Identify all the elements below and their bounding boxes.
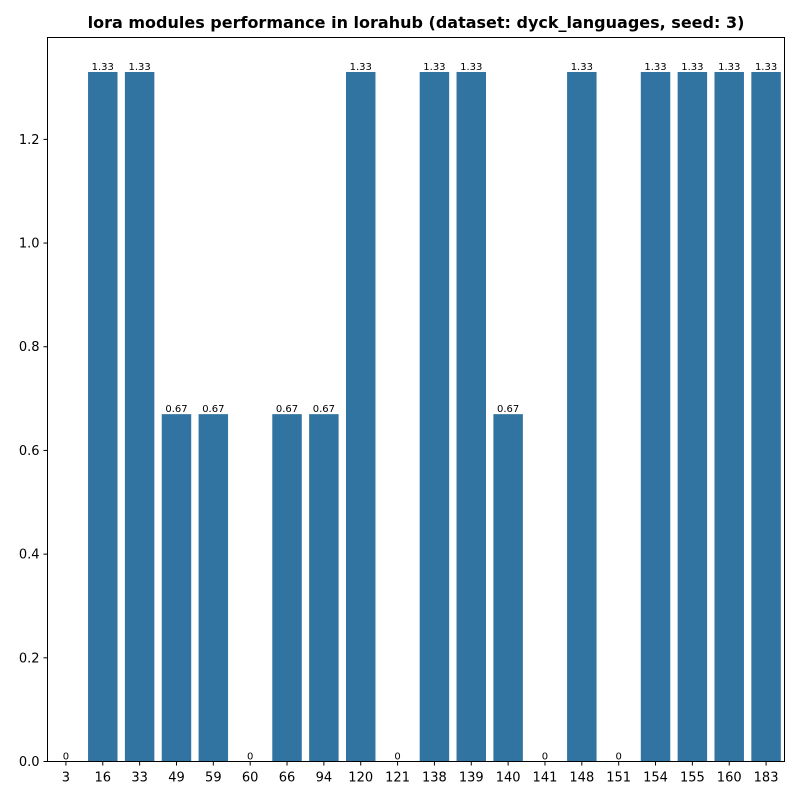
data-label-148: 1.33: [571, 62, 593, 73]
x-tick-label: 94: [316, 771, 333, 786]
y-tick-label: 0.2: [19, 651, 40, 666]
x-tick-label: 3: [62, 771, 70, 786]
y-tick-label: 1.2: [19, 133, 40, 148]
x-tick-label: 49: [168, 771, 185, 786]
bars-layer: [88, 71, 781, 762]
bar-160: [714, 71, 744, 762]
data-label-121: 0: [394, 752, 400, 763]
bar-33: [124, 71, 155, 762]
chart-title: lora modules performance in lorahub (dat…: [88, 13, 745, 32]
data-label-94: 0.67: [313, 404, 335, 415]
x-tick-label: 154: [643, 771, 668, 786]
x-tick-label: 120: [348, 771, 373, 786]
data-label-183: 1.33: [755, 62, 777, 73]
data-label-16: 1.33: [92, 62, 114, 73]
data-label-154: 1.33: [644, 62, 666, 73]
y-axis: 0.0 0.2 0.4 0.6 0.8 1.0 1.2: [19, 133, 48, 770]
bar-154: [640, 71, 671, 762]
bar-148: [567, 71, 597, 762]
data-label-141: 0: [542, 752, 548, 763]
x-tick-label: 60: [242, 771, 259, 786]
x-tick-label: 33: [131, 771, 148, 786]
bar-16: [88, 71, 118, 762]
data-label-139: 1.33: [460, 62, 482, 73]
x-tick-label: 121: [385, 771, 410, 786]
x-tick-label: 16: [95, 771, 112, 786]
y-tick-label: 1.0: [19, 237, 40, 252]
bar-120: [345, 71, 376, 762]
data-label-155: 1.33: [681, 62, 703, 73]
x-tick-label: 140: [496, 771, 521, 786]
data-label-66: 0.67: [276, 404, 298, 415]
bar-94: [309, 414, 339, 762]
x-axis: 3 16 33 49 59 60 66 94 120 121 138 139 140 141 148 151 1…: [62, 761, 779, 786]
y-tick-label: 0.4: [19, 548, 40, 563]
data-label-60: 0: [247, 752, 253, 763]
data-label-160: 1.33: [718, 62, 740, 73]
bar-155: [677, 71, 708, 762]
bar-139: [456, 71, 487, 762]
bar-183: [751, 71, 781, 762]
bar-138: [419, 71, 450, 762]
x-tick-label: 141: [533, 771, 558, 786]
data-labels-layer: 0 1.33 1.33 0.67 0.67 0 0.67 0.67 1.33 0 1.33 1.33 0…: [63, 62, 777, 763]
bar-140: [493, 414, 523, 762]
x-tick-label: 155: [680, 771, 705, 786]
bar-59: [198, 414, 229, 762]
data-label-138: 1.33: [423, 62, 445, 73]
y-tick-label: 0.0: [19, 755, 40, 770]
bar-66: [272, 414, 302, 762]
data-label-3: 0: [63, 752, 69, 763]
data-label-140: 0.67: [497, 404, 519, 415]
bar-49: [161, 414, 192, 762]
x-tick-label: 138: [422, 771, 447, 786]
data-label-59: 0.67: [202, 404, 224, 415]
x-tick-label: 66: [279, 771, 296, 786]
data-label-49: 0.67: [165, 404, 187, 415]
x-tick-label: 160: [717, 771, 742, 786]
x-tick-label: 139: [459, 771, 484, 786]
data-label-33: 1.33: [128, 62, 150, 73]
x-tick-label: 151: [606, 771, 631, 786]
x-tick-label: 59: [205, 771, 222, 786]
x-tick-label: 183: [754, 771, 779, 786]
y-tick-label: 0.8: [19, 340, 40, 355]
y-tick-label: 0.6: [19, 444, 40, 459]
data-label-151: 0: [615, 752, 621, 763]
plot-frame: [47, 37, 785, 762]
data-label-120: 1.33: [350, 62, 372, 73]
x-tick-label: 148: [569, 771, 594, 786]
